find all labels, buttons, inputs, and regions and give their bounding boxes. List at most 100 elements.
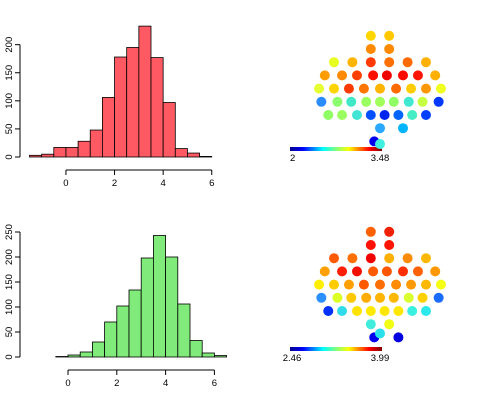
topo-bottom-electrode [402,253,413,264]
topo-bottom-electrode [358,279,369,290]
topo-bottom-electrode [352,266,362,277]
topography-top-panel: 2 3.48 [290,30,446,164]
topo-top-electrode [398,123,408,134]
topo-bottom-electrode [398,266,408,277]
topo-bottom-electrode [347,253,358,264]
topo-bottom-electrode [368,266,379,277]
topo-top-electrode [421,83,431,94]
topo-bottom-electrode [329,279,339,290]
topo-bottom-electrode [391,279,402,290]
topo-bottom-electrode [388,292,399,303]
hist-bottom-bar [189,340,203,358]
topo-top-electrode [332,96,343,107]
hist-top-bar [89,129,103,158]
hist-bottom-y-tick-label: 0 [4,354,15,359]
topo-top-electrode [365,110,376,120]
topo-bottom-electrode [314,279,325,290]
topo-top-electrode [365,57,376,68]
topo-top-electrode [375,139,385,150]
topo-top-electrode [337,70,348,81]
topo-bottom-electrode [332,292,343,303]
hist-bottom-x-tick-label: 6 [212,378,217,389]
colorbar-top [290,147,382,151]
topo-bottom-electrode [375,279,385,290]
topo-bottom-electrode [352,306,362,316]
topo-top-electrode [381,70,392,81]
hist-bottom-x-tick-label: 0 [65,378,70,389]
hist-top-y-tick-label: 50 [4,124,15,135]
colorbar-bottom [290,347,382,351]
hist-top-bar [77,140,91,158]
topo-bottom-electrode [365,253,376,264]
topo-bottom-electrode [393,306,404,316]
topo-top-electrode [329,57,339,68]
topo-top-electrode [402,57,413,68]
topo-top-electrode [375,96,385,107]
topo-bottom-electrode [384,319,395,330]
topo-bottom-electrode [384,226,395,237]
topo-bottom-electrode [337,306,348,316]
hist-top-bar [65,147,79,158]
topo-top-electrode [365,30,376,41]
colorbar-top-max-label: 3.48 [371,153,390,164]
topo-bottom-electrode [365,306,376,316]
topo-bottom-electrode [384,253,395,264]
topo-top-electrode [384,57,395,68]
hist-bottom-bar [55,356,69,358]
topo-top-electrode [368,70,379,81]
colorbar-bottom-min-label: 2.46 [283,353,302,364]
hist-top-y-tick-label: 150 [4,65,15,81]
topo-bottom-electrode [421,279,431,290]
hist-top-bar [162,102,176,158]
topo-bottom-electrode [417,292,428,303]
topo-bottom-electrode [323,306,334,316]
hist-top-bar [29,154,43,158]
topo-top-electrode [343,83,354,94]
topo-top-electrode [412,70,423,81]
topo-bottom-electrode [361,292,372,303]
topo-bottom-electrode [375,328,385,339]
hist-top-bar [126,47,140,158]
hist-top-bar [53,147,67,158]
hist-bottom-y-tick-label: 200 [4,249,15,265]
topo-bottom-electrode [365,226,376,237]
topo-top-electrode [435,83,446,94]
hist-bottom-x-tick-label: 2 [114,378,119,389]
topo-top-electrode [433,96,444,107]
topo-bottom-electrode [381,266,392,277]
hist-top-bar [150,57,164,158]
hist-bottom-bar [104,321,118,358]
topo-top-electrode [375,83,385,94]
hist-top-bar [102,97,115,158]
topo-bottom-electrode [421,253,431,264]
colorbar-bottom-max-label: 3.99 [371,353,390,364]
hist-top-x-tick-label: 0 [63,178,68,189]
hist-top-y-tick-label: 100 [4,93,15,109]
topo-top-electrode [398,70,408,81]
topo-top-electrode [314,83,325,94]
topo-bottom-electrode [337,266,348,277]
topo-bottom-electrode [412,266,423,277]
topo-top-electrode [361,96,372,107]
hist-top-bar [41,153,55,158]
topo-top-electrode [388,96,399,107]
topo-top-electrode [375,123,385,134]
topo-top-electrode [384,30,395,41]
topo-bottom-electrode [421,306,431,316]
hist-top-bar [114,56,128,158]
topo-top-electrode [406,83,417,94]
hist-bottom-y-tick-label: 150 [4,274,15,290]
hist-bottom-bar [67,354,81,358]
topo-bottom-electrode [365,240,376,250]
histogram-bottom-panel: 0 2 4 6 0 50 100 150 200 250 [4,224,227,389]
hist-bottom-y-tick-label: 50 [4,327,15,338]
hist-top-bar [187,152,200,158]
topo-bottom-electrode [407,306,418,316]
hist-bottom-bar [128,289,142,358]
topo-bottom-electrode [384,240,395,250]
topo-bottom-electrode [316,292,327,303]
topo-top-electrode [347,57,358,68]
topo-bottom-electrode [379,306,390,316]
hist-bottom-bar [213,355,227,358]
